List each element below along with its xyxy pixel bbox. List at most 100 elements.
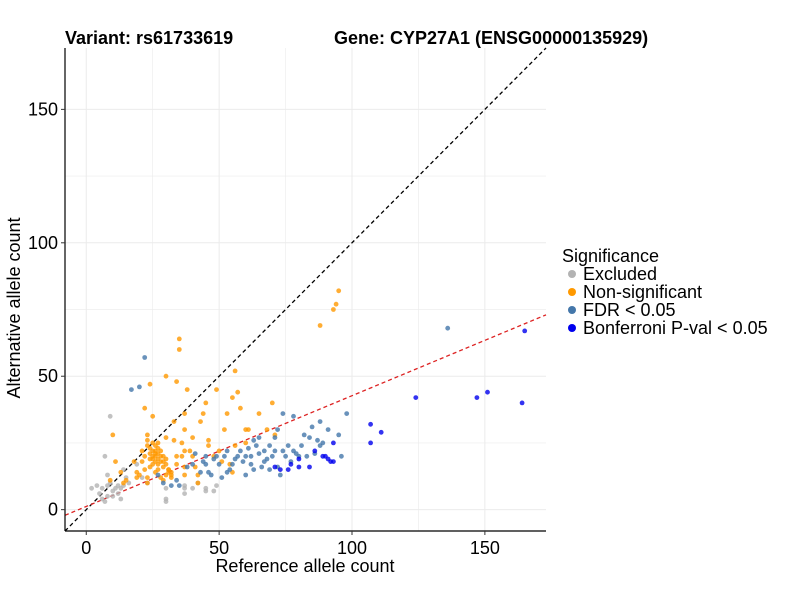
data-point-bonf — [331, 440, 336, 446]
data-point-nonsig — [214, 387, 219, 392]
data-point-fdr — [344, 411, 350, 416]
data-point-fdr — [235, 453, 241, 459]
data-point-excluded — [110, 493, 116, 499]
data-point-excluded — [107, 413, 113, 419]
data-point-nonsig — [195, 480, 201, 486]
data-point-fdr — [155, 472, 161, 478]
data-point-fdr — [291, 413, 296, 419]
data-point-nonsig — [163, 456, 169, 462]
data-point-bonf — [296, 464, 302, 470]
data-point-nonsig — [198, 419, 203, 424]
reference-lines — [64, 47, 547, 532]
data-point-fdr — [248, 453, 254, 459]
data-point-fdr — [256, 435, 262, 440]
data-points — [89, 288, 528, 504]
data-point-fdr — [240, 459, 246, 464]
data-point-nonsig — [238, 405, 243, 411]
data-point-excluded — [118, 496, 124, 502]
data-point-excluded — [190, 485, 196, 491]
data-point-nonsig — [269, 400, 275, 406]
data-point-fdr — [246, 445, 251, 451]
data-point-fdr — [259, 464, 265, 470]
data-point-nonsig — [206, 437, 211, 443]
data-point-fdr — [261, 448, 267, 454]
chart-title-variant: Variant: rs61733619 — [65, 28, 233, 48]
data-point-nonsig — [190, 435, 196, 440]
data-point-excluded — [211, 488, 217, 494]
data-point-excluded — [102, 499, 108, 504]
data-point-nonsig — [107, 477, 113, 483]
data-point-fdr — [264, 456, 270, 462]
data-point-nonsig — [206, 443, 211, 448]
data-point-fdr — [184, 464, 190, 470]
data-point-nonsig — [155, 440, 161, 446]
reference-line-fit — [64, 314, 547, 516]
data-point-nonsig — [182, 427, 188, 432]
data-point-nonsig — [230, 395, 235, 400]
data-point-bonf — [312, 448, 318, 454]
x-axis-title: Reference allele count — [215, 556, 394, 576]
data-point-fdr — [315, 437, 320, 443]
data-point-nonsig — [174, 453, 180, 459]
y-tick-label: 0 — [48, 500, 58, 520]
data-point-fdr — [203, 453, 209, 459]
data-point-bonf — [285, 467, 291, 472]
data-point-excluded — [182, 485, 188, 491]
data-point-nonsig — [182, 411, 188, 416]
data-point-nonsig — [243, 440, 249, 446]
legend-label-fdr: FDR < 0.05 — [583, 300, 676, 320]
legend-key-bonf — [568, 324, 576, 332]
data-point-fdr — [285, 443, 291, 448]
data-point-excluded — [105, 472, 110, 478]
data-point-excluded — [163, 499, 169, 504]
data-point-bonf — [378, 429, 384, 435]
data-point-bonf — [522, 328, 528, 334]
data-point-fdr — [129, 387, 134, 392]
data-point-bonf — [288, 461, 294, 467]
data-point-nonsig — [150, 413, 156, 419]
data-point-nonsig — [176, 336, 182, 342]
x-tick-label: 150 — [470, 538, 500, 558]
data-point-fdr — [248, 461, 254, 467]
x-tick-label: 0 — [81, 538, 91, 558]
data-point-fdr — [267, 467, 272, 472]
data-point-nonsig — [145, 475, 150, 480]
data-point-nonsig — [171, 437, 177, 443]
data-point-fdr — [339, 453, 344, 459]
y-axis-title: Alternative allele count — [4, 217, 24, 398]
y-tick-label: 50 — [38, 366, 58, 386]
data-point-fdr — [277, 472, 283, 478]
data-point-nonsig — [142, 453, 148, 459]
grid-lines — [65, 48, 546, 531]
data-point-nonsig — [246, 427, 251, 432]
chart-title-gene: Gene: CYP27A1 (ENSG00000135929) — [334, 28, 648, 48]
data-point-nonsig — [171, 419, 177, 424]
data-point-fdr — [251, 467, 257, 472]
data-point-fdr — [208, 472, 214, 478]
data-point-nonsig — [235, 389, 241, 395]
data-point-fdr — [174, 477, 180, 483]
data-point-fdr — [280, 448, 286, 454]
data-point-fdr — [301, 432, 307, 438]
legend-key-fdr — [568, 306, 576, 314]
data-point-nonsig — [158, 448, 164, 454]
data-point-fdr — [307, 435, 312, 440]
data-point-nonsig — [163, 461, 169, 467]
data-point-nonsig — [317, 323, 323, 328]
data-point-fdr — [214, 453, 219, 459]
x-tick-label: 100 — [337, 538, 367, 558]
data-point-nonsig — [200, 411, 206, 416]
data-point-nonsig — [131, 459, 137, 464]
data-point-nonsig — [113, 459, 118, 464]
data-point-fdr — [224, 448, 230, 454]
data-point-nonsig — [155, 467, 161, 472]
data-point-nonsig — [147, 381, 153, 387]
data-point-bonf — [474, 395, 480, 400]
data-point-fdr — [238, 448, 243, 454]
data-point-nonsig — [179, 440, 185, 446]
data-point-bonf — [368, 440, 373, 446]
data-point-fdr — [320, 440, 326, 446]
legend-key-nonsig — [568, 288, 576, 296]
data-point-bonf — [519, 400, 525, 406]
data-point-nonsig — [118, 469, 124, 475]
